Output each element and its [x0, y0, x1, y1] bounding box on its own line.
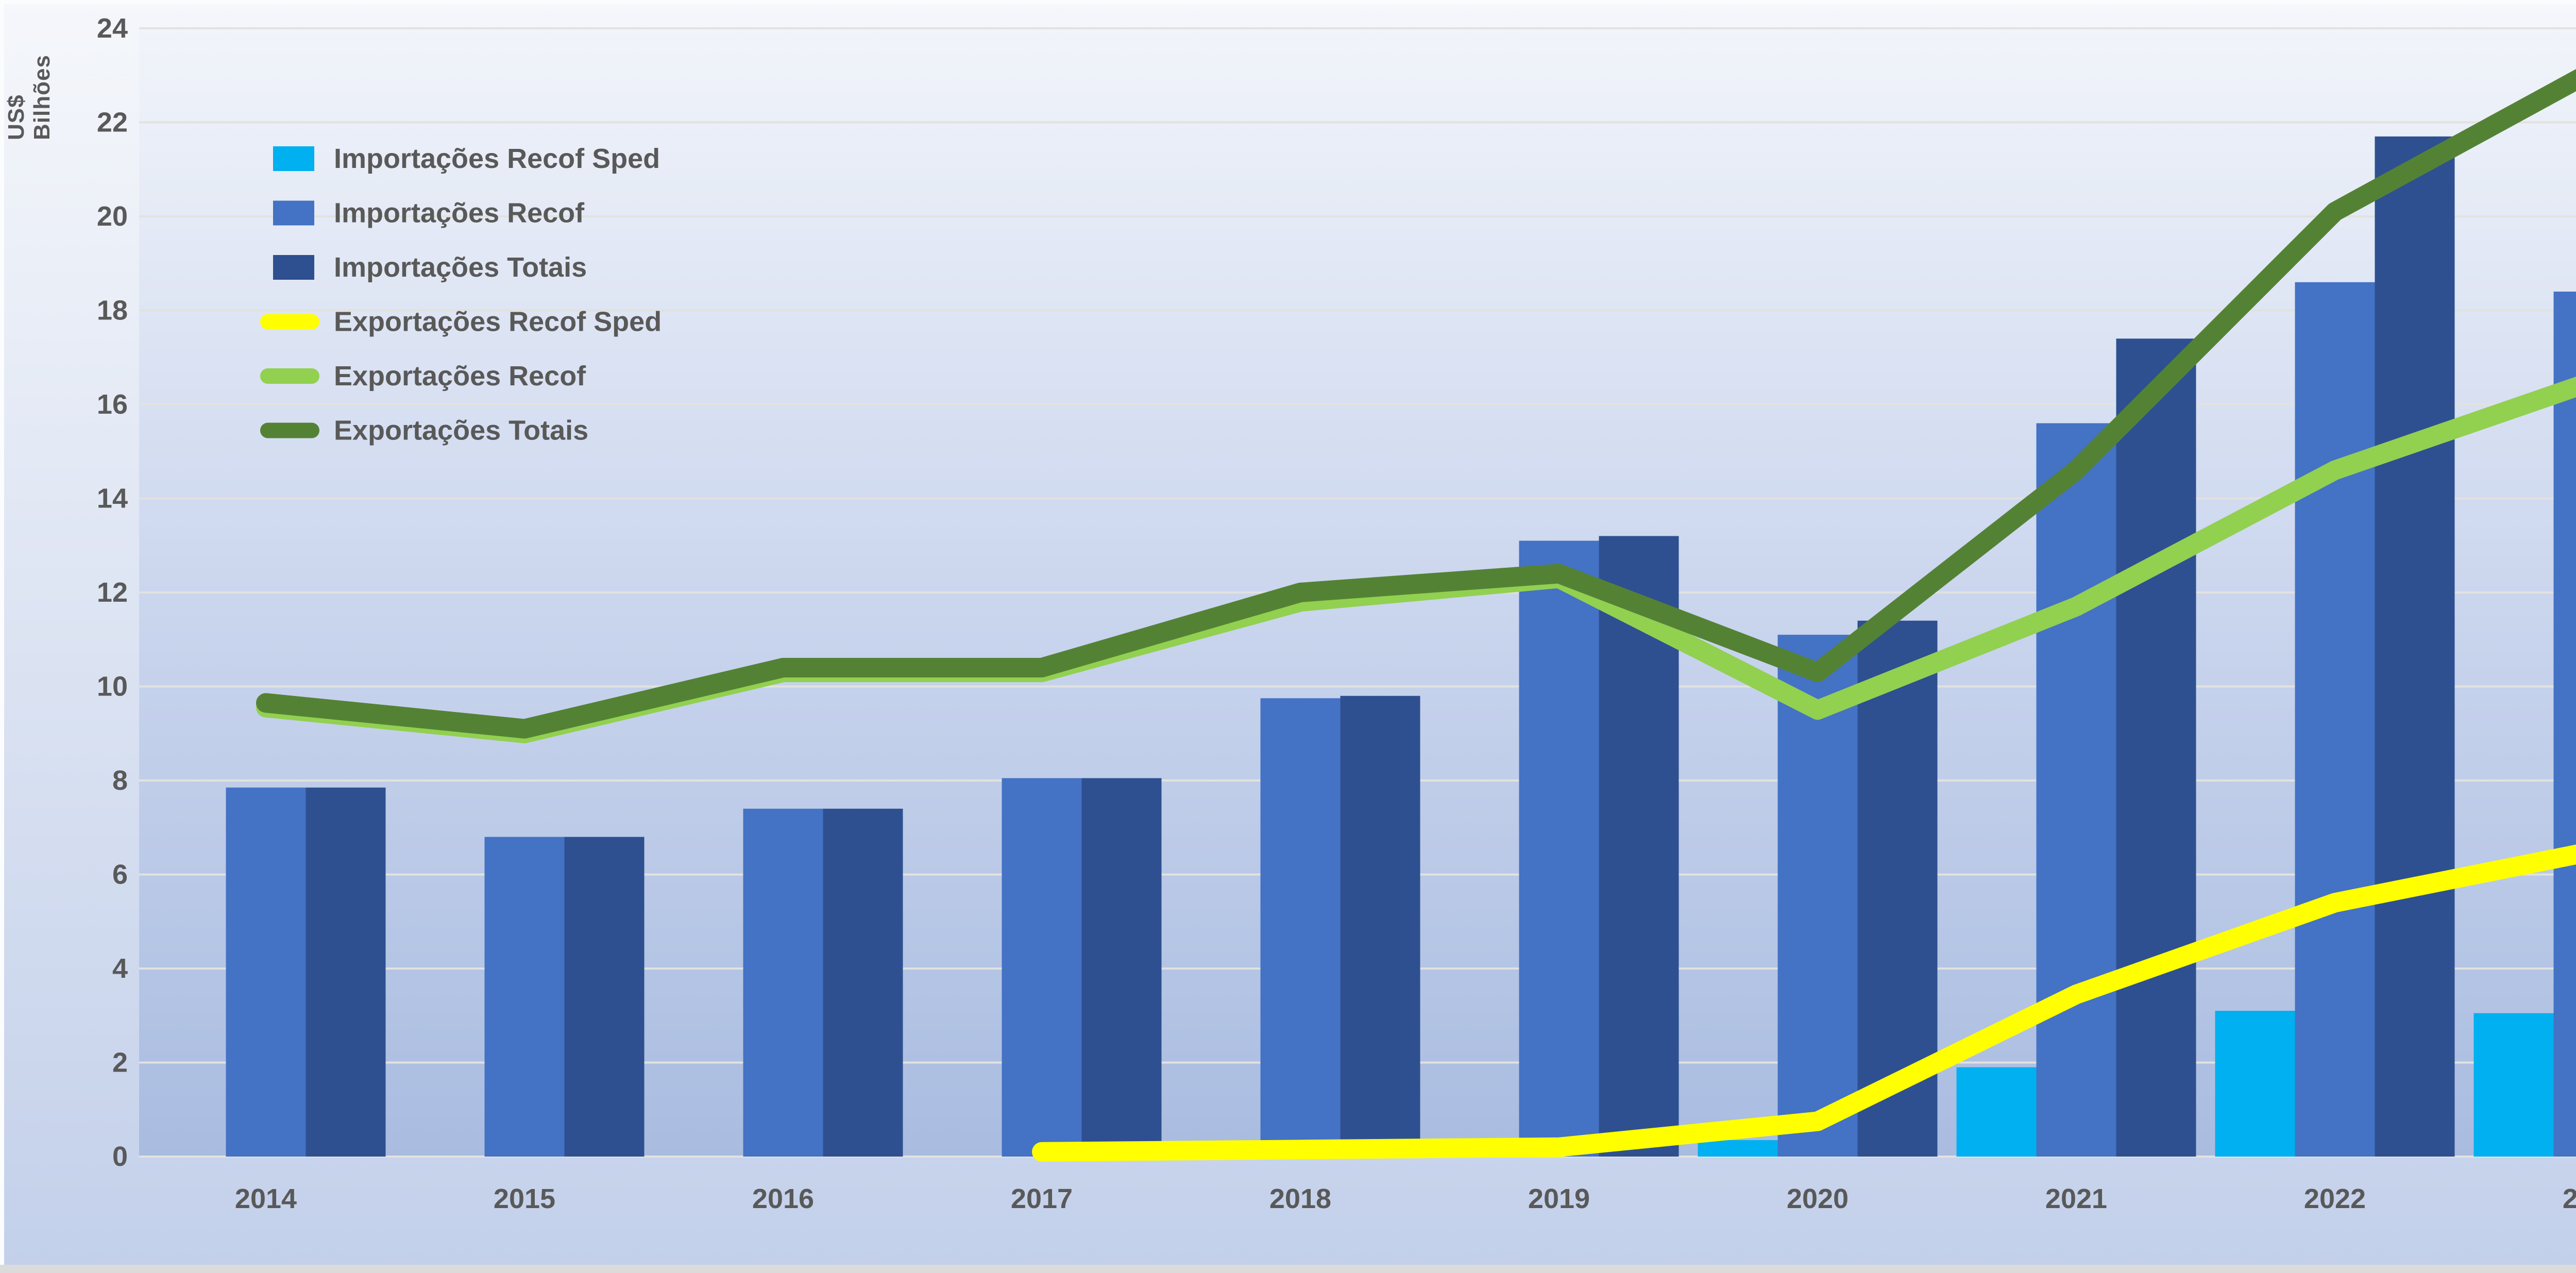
bar-importacoes-totais-2017 — [1081, 778, 1162, 1157]
frame-bottom-strip — [0, 1265, 2576, 1273]
bar-importacoes-recof-2016 — [743, 808, 823, 1157]
bar-importacoes-totais-2018 — [1340, 695, 1420, 1157]
line-exportacoes-totais — [256, 69, 2576, 739]
bar-importacoes-recof-2019 — [1519, 540, 1599, 1157]
legend-item-exportacoes-recof-sped: Exportações Recof Sped — [260, 307, 662, 337]
legend-swatch-importacoes-totais — [273, 255, 314, 280]
legend-item-exportacoes-recof: Exportações Recof — [260, 361, 586, 392]
x-tick-label-2022: 2022 — [2304, 1183, 2366, 1214]
legend-label-importacoes-recof-sped: Importações Recof Sped — [334, 143, 660, 174]
y-tick-label-22: 22 — [97, 107, 128, 138]
y-tick-label-6: 6 — [112, 859, 128, 890]
legend-label-exportacoes-totais: Exportações Totais — [334, 415, 588, 446]
legend-label-exportacoes-recof: Exportações Recof — [334, 361, 586, 392]
bar-importacoes-recof-2017 — [1002, 778, 1082, 1157]
bar-importacoes-recof-sped-2023 — [2473, 1013, 2554, 1157]
bar-importacoes-recof-2015 — [484, 837, 565, 1157]
legend-item-exportacoes-totais: Exportações Totais — [260, 415, 588, 446]
bar-importacoes-recof-2018 — [1260, 698, 1341, 1157]
x-tick-label-2023: 2023 — [2563, 1183, 2576, 1214]
x-tick-label-2016: 2016 — [752, 1183, 814, 1214]
legend-label-importacoes-totais: Importações Totais — [334, 252, 587, 283]
frame-top-edge — [0, 0, 2576, 4]
bar-importacoes-recof-sped-2022 — [2215, 1011, 2295, 1157]
x-tick-label-2021: 2021 — [2045, 1183, 2107, 1214]
legend-swatch-exportacoes-recof — [260, 368, 319, 384]
bar-importacoes-recof-2022 — [2295, 282, 2375, 1157]
x-tick-label-2018: 2018 — [1269, 1183, 1331, 1214]
y-tick-label-18: 18 — [97, 295, 128, 326]
bar-importacoes-recof-2021 — [2036, 423, 2116, 1157]
bar-importacoes-totais-2014 — [306, 787, 386, 1157]
bar-importacoes-totais-2015 — [564, 837, 645, 1157]
line-exportacoes-recof-sped — [1032, 844, 2576, 1162]
legend-swatch-exportacoes-totais — [260, 422, 319, 438]
y-tick-label-20: 20 — [97, 201, 128, 232]
y-tick-label-8: 8 — [112, 765, 128, 796]
x-tick-label-2019: 2019 — [1528, 1183, 1590, 1214]
y-tick-label-14: 14 — [97, 483, 128, 514]
bar-importacoes-recof-2014 — [226, 787, 306, 1157]
legend-swatch-importacoes-recof — [273, 200, 314, 226]
bar-importacoes-recof-2020 — [1777, 635, 1858, 1157]
legend-label-exportacoes-recof-sped: Exportações Recof Sped — [334, 307, 662, 337]
y-tick-label-4: 4 — [112, 953, 128, 984]
y-tick-label-2: 2 — [112, 1047, 128, 1078]
legend-item-importacoes-totais: Importações Totais — [273, 252, 587, 283]
x-tick-label-2014: 2014 — [235, 1183, 297, 1214]
legend-swatch-importacoes-recof-sped — [273, 146, 314, 171]
legend-item-importacoes-recof: Importações Recof — [273, 198, 585, 229]
y-tick-label-10: 10 — [97, 671, 128, 702]
frame-left-edge — [0, 0, 4, 1273]
y-axis-title: US$ Bilhões — [4, 55, 55, 140]
bar-importacoes-recof-sped-2021 — [1956, 1067, 2037, 1157]
legend-item-importacoes-recof-sped: Importações Recof Sped — [273, 143, 660, 174]
y-tick-label-24: 24 — [97, 13, 128, 44]
bar-importacoes-totais-2016 — [823, 808, 903, 1157]
x-tick-label-2020: 2020 — [1787, 1183, 1849, 1214]
bar-importacoes-recof-sped-2020 — [1698, 1140, 1778, 1157]
bar-importacoes-recof-2023 — [2553, 292, 2576, 1157]
y-tick-label-0: 0 — [112, 1141, 128, 1172]
legend-swatch-exportacoes-recof-sped — [260, 314, 319, 330]
x-tick-label-2017: 2017 — [1011, 1183, 1073, 1214]
y-tick-label-16: 16 — [97, 389, 128, 420]
legend-label-importacoes-recof: Importações Recof — [334, 198, 585, 229]
bar-importacoes-totais-2021 — [2116, 338, 2196, 1157]
x-tick-label-2015: 2015 — [494, 1183, 555, 1214]
y-tick-label-12: 12 — [97, 577, 128, 608]
bar-importacoes-totais-2022 — [2375, 136, 2455, 1157]
